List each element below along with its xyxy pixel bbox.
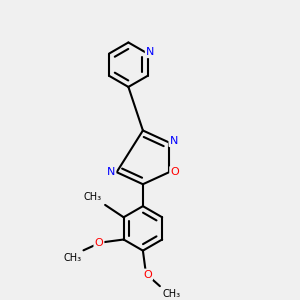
Text: CH₃: CH₃ — [64, 254, 82, 263]
Text: N: N — [146, 47, 154, 57]
Text: O: O — [170, 167, 179, 177]
Text: CH₃: CH₃ — [163, 289, 181, 298]
Text: O: O — [143, 270, 152, 280]
Text: O: O — [94, 238, 103, 248]
Text: CH₃: CH₃ — [84, 192, 102, 202]
Text: N: N — [169, 136, 178, 146]
Text: N: N — [107, 167, 115, 177]
